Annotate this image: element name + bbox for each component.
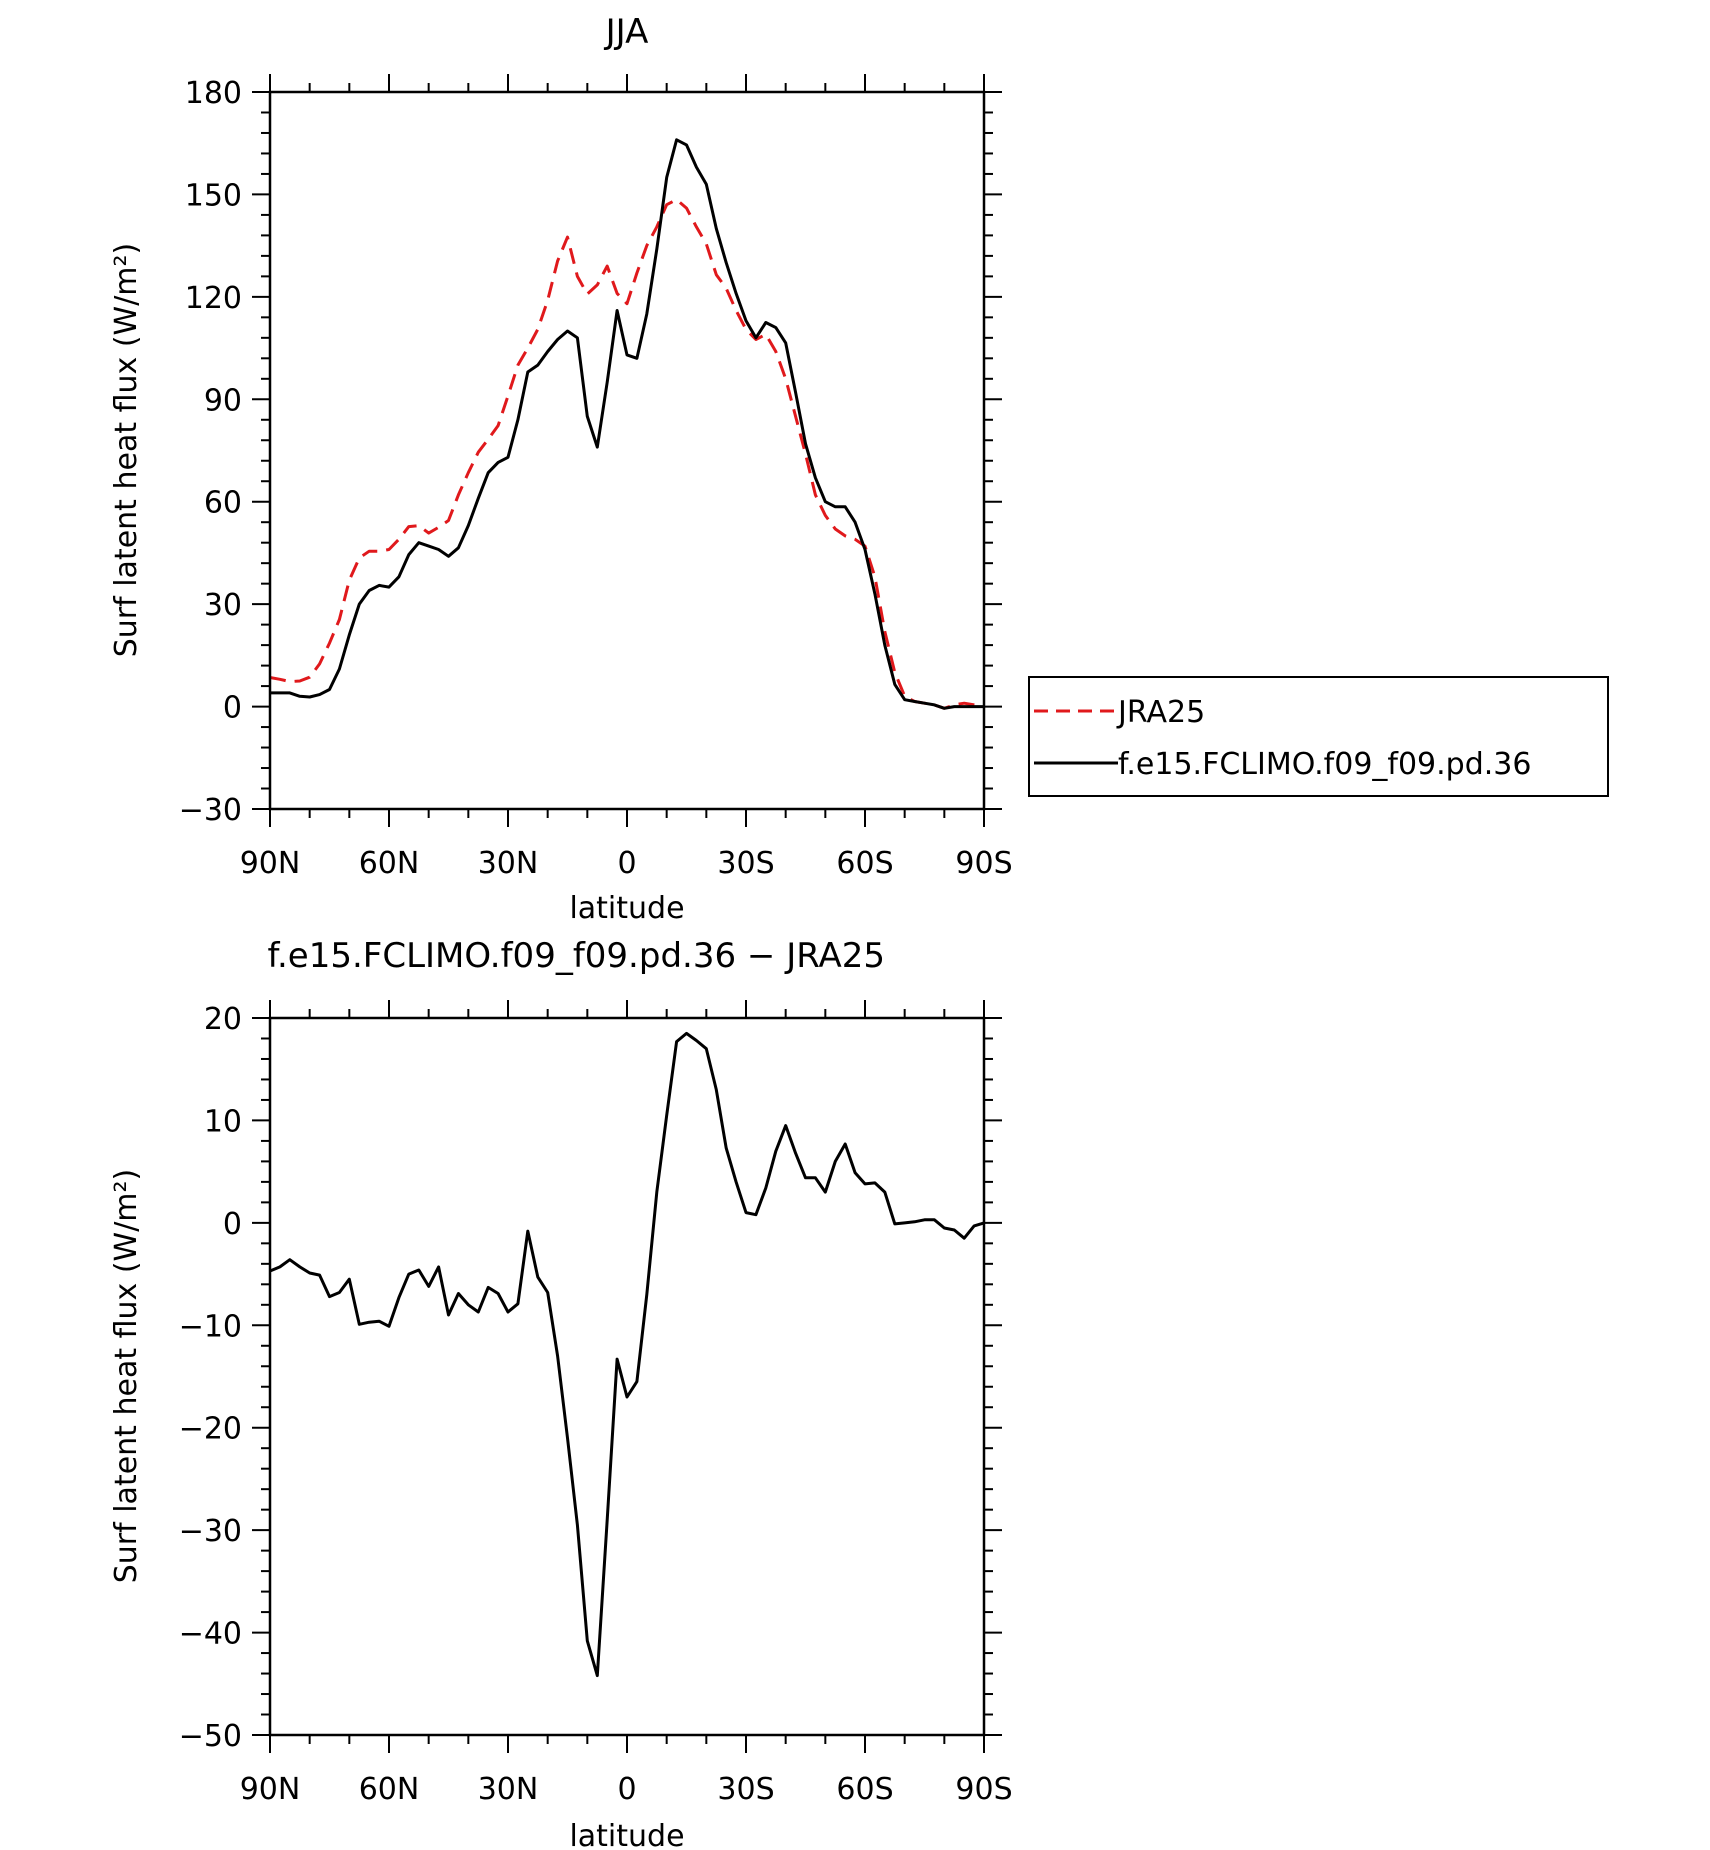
top-chart-title: JJA — [604, 12, 649, 52]
top-y-tick-label: 60 — [204, 486, 242, 521]
bottom-y-tick-label: 0 — [223, 1207, 242, 1242]
bottom-y-tick-label: −20 — [179, 1412, 242, 1447]
bottom-series-lines — [269, 1031, 985, 1678]
top-y-tick-label: 30 — [204, 588, 242, 623]
bottom-plot-frame — [268, 1016, 986, 1737]
bottom-x-axis-label: latitude — [569, 1819, 684, 1850]
bottom-x-tick-label: 30N — [478, 1772, 539, 1807]
bottom-x-tick-label: 60N — [359, 1772, 420, 1807]
bottom-panel: f.e15.FCLIMO.f09_f09.pd.36 − JRA25 −50 −4… — [109, 936, 1013, 1850]
bottom-series-line-1 — [269, 1031, 985, 1678]
bottom-y-tick-labels: −50 −40 −30 −20 −10 0 10 20 — [179, 1002, 242, 1754]
bottom-x-tick-label: 90N — [240, 1772, 301, 1807]
bottom-y-tick-label: 20 — [204, 1002, 242, 1037]
top-y-tick-label: 90 — [204, 383, 242, 418]
bottom-y-tick-label: −10 — [179, 1309, 242, 1344]
top-series-lines — [269, 138, 985, 710]
top-x-tick-labels: 90N 60N 30N 0 30S 60S 90S — [240, 846, 1013, 881]
bottom-tick-marks — [252, 1000, 1002, 1753]
legend-box — [1028, 676, 1609, 797]
bottom-y-tick-label: −30 — [179, 1514, 242, 1549]
top-x-tick-label: 90S — [955, 846, 1012, 881]
bottom-x-tick-label: 60S — [836, 1772, 893, 1807]
top-x-tick-label: 60N — [359, 846, 420, 881]
top-x-tick-label: 0 — [617, 846, 636, 881]
top-x-tick-label: 30N — [478, 846, 539, 881]
legend: JRA25 f.e15.FCLIMO.f09_f09.pd.36 — [1028, 676, 1609, 797]
top-y-tick-label: −30 — [179, 793, 242, 828]
bottom-y-axis-label: Surf latent heat flux (W/m²) — [109, 1169, 144, 1584]
bottom-y-tick-label: −50 — [179, 1719, 242, 1754]
top-x-axis-label: latitude — [569, 891, 684, 926]
bottom-y-tick-label: −40 — [179, 1617, 242, 1652]
legend-label-model: f.e15.FCLIMO.f09_f09.pd.36 — [1118, 747, 1531, 782]
top-y-tick-label: 120 — [185, 281, 242, 316]
bottom-x-tick-label: 0 — [617, 1772, 636, 1807]
top-y-tick-label: 180 — [185, 76, 242, 111]
top-x-tick-label: 90N — [240, 846, 301, 881]
bottom-chart-title: f.e15.FCLIMO.f09_f09.pd.36 − JRA25 — [268, 936, 886, 976]
bottom-y-tick-label: 10 — [204, 1104, 242, 1139]
legend-label-jra25: JRA25 — [1116, 695, 1205, 730]
top-tick-marks — [252, 74, 1002, 827]
top-y-axis-label: Surf latent heat flux (W/m²) — [109, 243, 144, 658]
top-plot-frame — [268, 90, 986, 811]
top-y-tick-label: 0 — [223, 691, 242, 726]
top-series-line-2 — [270, 138, 984, 710]
top-x-tick-label: 30S — [717, 846, 774, 881]
top-panel: JJA −30 0 30 60 90 120 150 180 90N 60N 30N 0 30S 60S… — [109, 12, 1609, 926]
top-x-tick-label: 60S — [836, 846, 893, 881]
top-y-tick-labels: −30 0 30 60 90 120 150 180 — [179, 76, 242, 828]
bottom-x-tick-label: 30S — [717, 1772, 774, 1807]
bottom-x-tick-labels: 90N 60N 30N 0 30S 60S 90S — [240, 1772, 1013, 1807]
top-y-tick-label: 150 — [185, 178, 242, 213]
bottom-x-tick-label: 90S — [955, 1772, 1012, 1807]
